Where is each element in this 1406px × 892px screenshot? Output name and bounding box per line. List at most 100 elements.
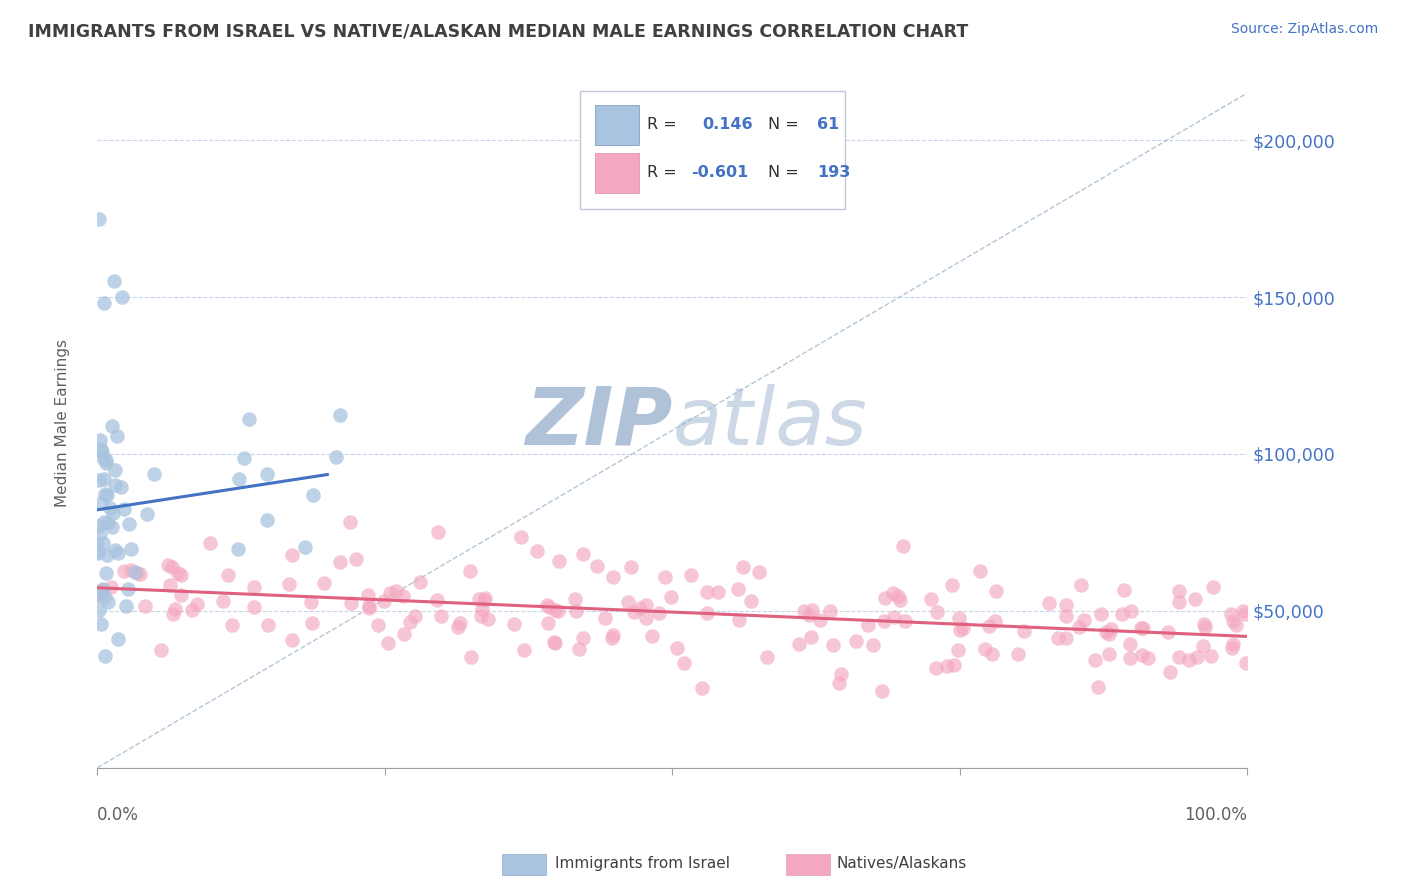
- Point: [228, 472, 250, 486]
- Point: [87, 519, 110, 533]
- Point: [949, 624, 972, 638]
- Point: [359, 599, 381, 613]
- Point: [110, 480, 132, 494]
- Point: [946, 643, 969, 657]
- Point: [1194, 620, 1216, 634]
- Point: [789, 637, 811, 651]
- Point: [94, 456, 117, 470]
- Text: Median Male Earnings: Median Male Earnings: [55, 339, 70, 507]
- Point: [537, 615, 560, 630]
- Point: [1159, 665, 1181, 679]
- Point: [1222, 640, 1244, 655]
- Point: [1038, 596, 1060, 610]
- Text: R =: R =: [647, 165, 676, 180]
- Point: [873, 591, 896, 606]
- Point: [1119, 651, 1142, 665]
- Point: [696, 606, 718, 620]
- Point: [974, 641, 997, 656]
- Point: [1157, 624, 1180, 639]
- Point: [1222, 614, 1244, 628]
- Text: ZIP: ZIP: [524, 384, 672, 461]
- Text: 61: 61: [817, 117, 839, 132]
- Point: [636, 611, 658, 625]
- Point: [1111, 607, 1133, 621]
- Point: [134, 599, 156, 613]
- Point: [89, 527, 111, 541]
- Point: [980, 647, 1002, 661]
- Point: [426, 593, 449, 607]
- Point: [920, 591, 942, 606]
- Point: [1234, 656, 1257, 670]
- Point: [294, 541, 316, 555]
- Point: [399, 615, 422, 629]
- Point: [513, 642, 536, 657]
- Point: [340, 596, 363, 610]
- Point: [823, 638, 845, 652]
- Point: [1234, 607, 1257, 621]
- Point: [87, 603, 110, 617]
- Point: [143, 467, 166, 482]
- Point: [167, 566, 190, 581]
- Point: [460, 564, 482, 578]
- Text: R =: R =: [647, 117, 676, 132]
- Point: [404, 608, 426, 623]
- Point: [707, 584, 730, 599]
- Point: [339, 515, 361, 529]
- Point: [86, 537, 108, 551]
- Point: [344, 552, 367, 566]
- Point: [103, 506, 125, 520]
- Point: [357, 601, 380, 615]
- Point: [120, 563, 142, 577]
- Text: Natives/Alaskans: Natives/Alaskans: [837, 856, 967, 871]
- Point: [1046, 631, 1069, 645]
- Point: [565, 604, 588, 618]
- Point: [1070, 577, 1092, 591]
- Point: [149, 642, 172, 657]
- Point: [170, 589, 193, 603]
- Point: [101, 419, 124, 434]
- Point: [547, 554, 569, 568]
- Point: [93, 296, 115, 310]
- Point: [797, 607, 820, 622]
- Point: [977, 618, 1000, 632]
- Point: [96, 548, 118, 562]
- Point: [740, 594, 762, 608]
- Point: [942, 657, 965, 672]
- Point: [1222, 637, 1244, 651]
- Point: [111, 290, 134, 304]
- Point: [198, 536, 221, 550]
- Point: [470, 608, 492, 623]
- Point: [129, 566, 152, 581]
- Point: [1054, 609, 1077, 624]
- Point: [312, 576, 335, 591]
- Point: [808, 613, 831, 627]
- Point: [96, 595, 118, 609]
- Point: [474, 591, 496, 606]
- Point: [278, 576, 301, 591]
- Point: [325, 450, 347, 464]
- Point: [124, 565, 146, 579]
- Point: [526, 544, 548, 558]
- Point: [628, 600, 651, 615]
- Point: [873, 614, 896, 628]
- Point: [217, 567, 239, 582]
- Point: [356, 588, 378, 602]
- Point: [828, 675, 851, 690]
- Point: [460, 650, 482, 665]
- Point: [952, 622, 974, 636]
- Point: [1178, 653, 1201, 667]
- Point: [226, 541, 249, 556]
- Point: [1099, 622, 1122, 636]
- Point: [623, 605, 645, 619]
- Point: [165, 601, 187, 615]
- Point: [883, 609, 905, 624]
- Point: [925, 661, 948, 675]
- Point: [115, 599, 138, 613]
- Text: 0.0%: 0.0%: [97, 805, 139, 823]
- Point: [91, 582, 114, 596]
- Point: [256, 467, 278, 482]
- Point: [503, 617, 526, 632]
- Point: [602, 628, 624, 642]
- Point: [93, 487, 115, 501]
- Point: [882, 586, 904, 600]
